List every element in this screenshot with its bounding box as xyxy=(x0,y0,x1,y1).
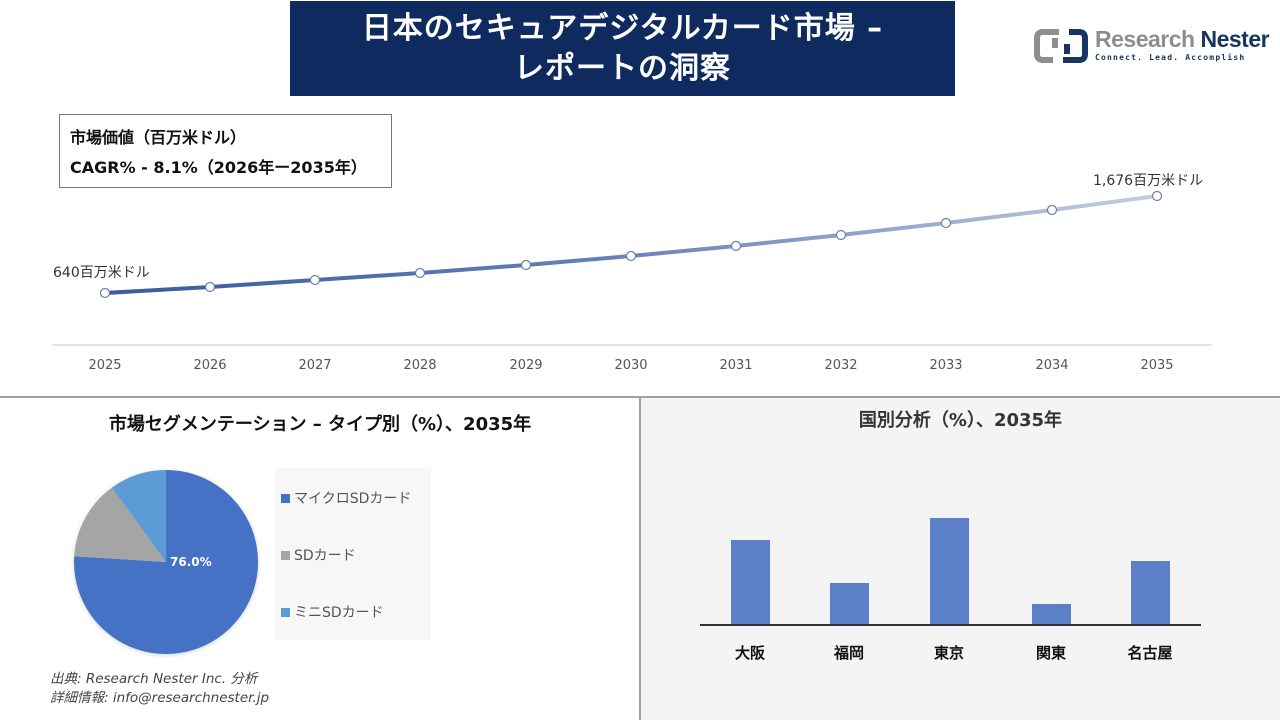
x-tick-label: 2029 xyxy=(509,358,543,373)
x-tick-label: 2027 xyxy=(298,358,332,373)
bar-label-kanto: 関東 xyxy=(1035,644,1067,662)
line-chart-plot xyxy=(52,190,1212,346)
title-line-2: レポートの洞察 xyxy=(514,50,731,86)
legend-item-mini-sd: ミニSDカード xyxy=(281,602,384,622)
regional-analysis-title: 国別分析（%）、2035年 xyxy=(858,410,1063,431)
section-divider-vertical xyxy=(639,397,641,720)
legend-swatch-icon xyxy=(281,493,290,503)
title-line-1: 日本のセキュアデジタルカード市場 – xyxy=(361,10,884,46)
research-nester-logo: Research Nester Connect. Lead. Accomplis… xyxy=(1033,26,1270,66)
bar-tokyo xyxy=(930,518,969,625)
logo-tagline: Connect. Lead. Accomplish xyxy=(1095,53,1246,62)
contact-text: 詳細情報: info@researchnester.jp xyxy=(50,690,270,706)
start-value-label: 640百万米ドル xyxy=(53,265,150,281)
bar-label-nagoya: 名古屋 xyxy=(1127,644,1173,662)
x-tick-label: 2030 xyxy=(614,358,648,373)
pie-percent-label: 76.0% xyxy=(170,555,212,569)
cagr-label: CAGR% - 8.1%（2026年ー2035年） xyxy=(70,158,367,177)
x-tick-label: 2028 xyxy=(403,358,437,373)
pie-slice-mini-sd xyxy=(111,470,166,562)
pie-slice-sd xyxy=(74,487,166,562)
logo-mark-icon xyxy=(1034,29,1088,63)
report-title-banner: 日本のセキュアデジタルカード市場 – レポートの洞察 xyxy=(290,1,955,96)
logo-wordmark: Research Nester xyxy=(1095,26,1270,52)
market-value-label: 市場価値（百万米ドル） xyxy=(70,128,247,147)
segmentation-title: 市場セグメンテーション – タイプ別（%）、2035年 xyxy=(108,414,532,435)
x-tick-label: 2035 xyxy=(1140,358,1174,373)
legend-swatch-icon xyxy=(281,607,290,617)
market-value-info-box: 市場価値（百万米ドル） CAGR% - 8.1%（2026年ー2035年） xyxy=(59,114,392,188)
legend-swatch-icon xyxy=(281,550,290,560)
bar-nagoya xyxy=(1131,561,1170,625)
bar-fukuoka xyxy=(830,583,869,625)
pie-slice-micro-sd xyxy=(74,470,259,654)
bar-label-osaka: 大阪 xyxy=(734,644,766,662)
legend-item-sd: SDカード xyxy=(281,545,356,565)
type-segmentation-pie-chart xyxy=(74,470,259,654)
x-tick-label: 2025 xyxy=(88,358,122,373)
x-tick-label: 2034 xyxy=(1035,358,1069,373)
x-tick-label: 2031 xyxy=(719,358,753,373)
pie-legend: マイクロSDカード SDカード ミニSDカード xyxy=(275,468,431,640)
source-text: 出典: Research Nester Inc. 分析 xyxy=(50,671,258,687)
bar-osaka xyxy=(731,540,770,625)
x-tick-label: 2033 xyxy=(929,358,963,373)
regional-bar-chart xyxy=(700,518,1201,626)
legend-item-micro-sd: マイクロSDカード xyxy=(281,488,411,508)
bar-label-tokyo: 東京 xyxy=(933,644,965,662)
x-tick-label: 2032 xyxy=(824,358,858,373)
market-value-line-chart: 640百万米ドル 1,676百万米ドル 2025 2026 2027 2028 … xyxy=(0,100,1280,390)
source-note: 出典: Research Nester Inc. 分析 詳細情報: info@r… xyxy=(50,670,269,708)
end-value-label: 1,676百万米ドル xyxy=(1093,173,1204,189)
x-tick-label: 2026 xyxy=(193,358,227,373)
bar-kanto xyxy=(1032,604,1071,625)
bar-label-fukuoka: 福岡 xyxy=(833,644,865,662)
